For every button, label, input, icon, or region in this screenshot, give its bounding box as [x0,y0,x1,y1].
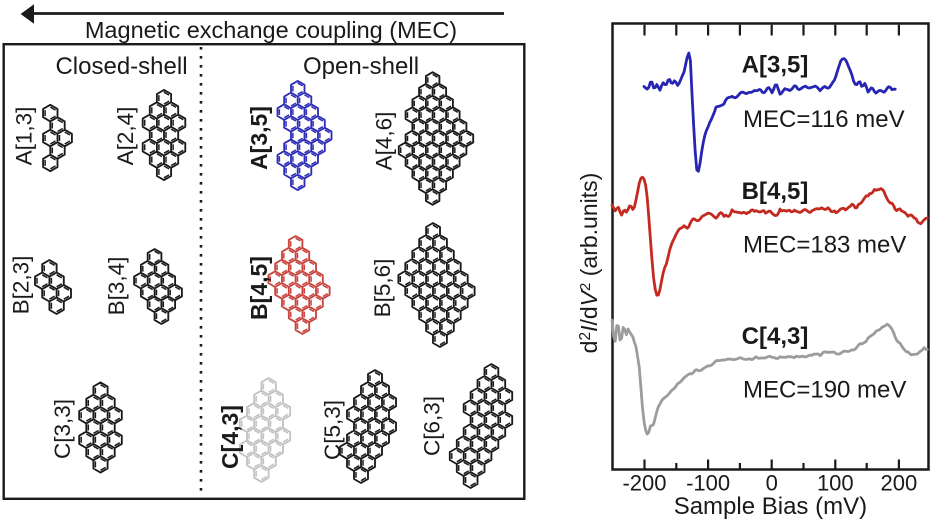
svg-text:B[4,5]: B[4,5] [742,178,809,205]
svg-text:A[2,4]: A[2,4] [113,107,138,166]
svg-text:d2I/dV2 (arb.units): d2I/dV2 (arb.units) [576,173,602,354]
svg-text:A[3,5]: A[3,5] [246,106,272,170]
svg-text:MEC=116 meV: MEC=116 meV [743,106,905,133]
svg-text:MEC=183 meV: MEC=183 meV [743,232,906,259]
svg-text:Sample Bias (mV): Sample Bias (mV) [674,493,867,520]
svg-text:C[3,3]: C[3,3] [50,399,75,459]
svg-text:B[4,5]: B[4,5] [246,256,272,320]
svg-text:C[4,3]: C[4,3] [217,405,243,469]
svg-text:C[4,3]: C[4,3] [742,323,809,350]
svg-text:B[2,3]: B[2,3] [9,256,34,315]
svg-text:-100: -100 [686,471,730,496]
svg-text:100: 100 [817,471,854,496]
svg-text:Closed-shell: Closed-shell [55,53,187,80]
svg-text:0: 0 [766,471,778,496]
svg-text:A[1,3]: A[1,3] [12,107,37,166]
svg-text:B[3,4]: B[3,4] [104,257,129,316]
svg-text:MEC=190 meV: MEC=190 meV [743,377,906,404]
svg-text:A[4,6]: A[4,6] [372,112,397,171]
svg-text:Open-shell: Open-shell [303,53,419,80]
svg-text:B[5,6]: B[5,6] [370,259,395,318]
svg-text:A[3,5]: A[3,5] [742,52,809,79]
svg-text:C[6,3]: C[6,3] [420,396,445,456]
svg-text:-200: -200 [622,471,666,496]
svg-text:C[5,3]: C[5,3] [320,400,345,460]
svg-text:200: 200 [881,471,918,496]
svg-text:Magnetic exchange coupling (ME: Magnetic exchange coupling (MEC) [85,17,457,43]
